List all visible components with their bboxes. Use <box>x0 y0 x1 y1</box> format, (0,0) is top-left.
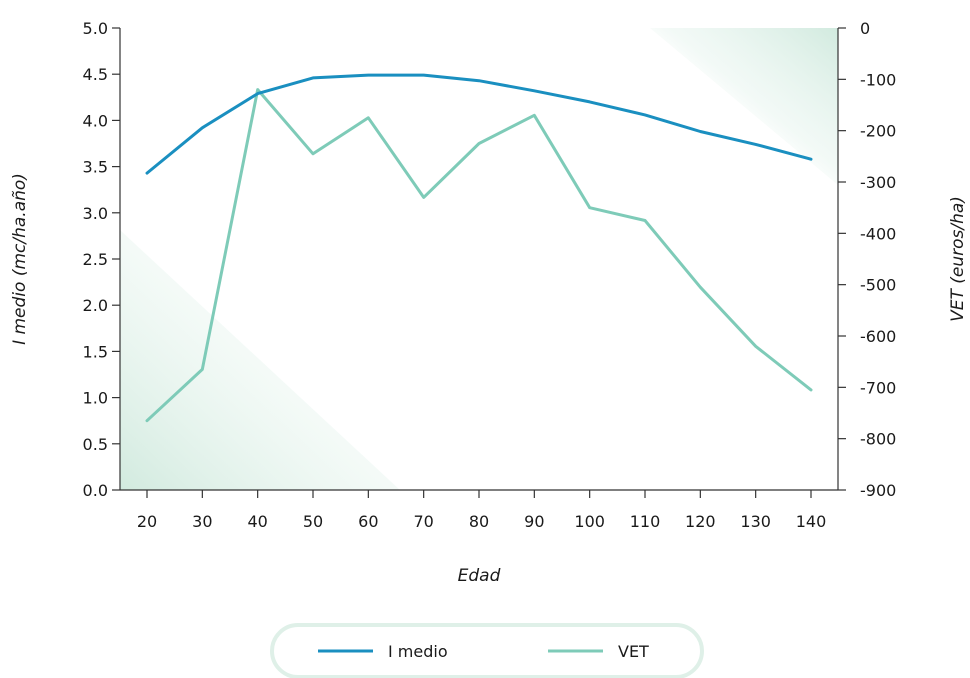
legend-label-vet: VET <box>618 642 649 661</box>
x-tick-label: 90 <box>524 512 544 531</box>
series-line-i-medio <box>145 73 813 175</box>
y-tick-label-left: 4.0 <box>83 111 108 130</box>
y-tick-label-right: -100 <box>860 70 896 89</box>
y-tick-label-left: 5.0 <box>83 19 108 38</box>
series-line-vet <box>145 88 813 423</box>
x-axis-title: Edad <box>458 566 501 586</box>
x-tick-label: 130 <box>740 512 771 531</box>
y-tick-label-left: 1.0 <box>83 389 108 408</box>
x-ticks: 20 30 40 50 60 70 80 90 100 110 120 130 140 <box>137 490 826 531</box>
x-tick-label: 100 <box>574 512 605 531</box>
y-tick-label-right: -400 <box>860 224 896 243</box>
y-tick-label-right: -500 <box>860 276 896 295</box>
x-tick-label: 140 <box>796 512 827 531</box>
y-tick-label-left: 2.5 <box>83 250 108 269</box>
y-tick-label-left: 1.5 <box>83 342 108 361</box>
y-tick-label-left: 0.0 <box>83 481 108 500</box>
x-tick-label: 60 <box>358 512 378 531</box>
legend: I medio VET <box>270 623 704 678</box>
y-tick-label-left: 2.0 <box>83 296 108 315</box>
legend-frame <box>270 623 704 678</box>
x-tick-label: 80 <box>469 512 489 531</box>
x-tick-label: 70 <box>413 512 433 531</box>
y-ticks-left: 0.0 0.5 1.0 1.5 2.0 2.5 3.0 3.5 4.0 4.5 5.0 <box>83 19 120 500</box>
y-tick-label-left: 0.5 <box>83 435 108 454</box>
y-tick-label-right: -300 <box>860 173 896 192</box>
x-tick-label: 30 <box>192 512 212 531</box>
y-tick-label-right: -200 <box>860 122 896 141</box>
y-ticks-right: -900 -800 -700 -600 -500 -400 -300 -200 -100 0 <box>838 19 896 500</box>
background-shading-bottom-left <box>120 230 400 490</box>
y-tick-label-right: -800 <box>860 430 896 449</box>
y-tick-label-left: 4.5 <box>83 65 108 84</box>
legend-label-i-medio: I medio <box>388 642 448 661</box>
y-tick-label-right: -600 <box>860 327 896 346</box>
series-layer <box>145 73 813 423</box>
x-tick-label: 120 <box>685 512 716 531</box>
y-tick-label-right: -700 <box>860 378 896 397</box>
x-tick-label: 40 <box>247 512 267 531</box>
y-tick-label-left: 3.5 <box>83 158 108 177</box>
x-tick-label: 50 <box>303 512 323 531</box>
y-tick-label-left: 3.0 <box>83 204 108 223</box>
y-tick-label-right: -900 <box>860 481 896 500</box>
x-tick-label: 110 <box>630 512 661 531</box>
x-tick-label: 20 <box>137 512 157 531</box>
y-axis-title-left: I medio (mc/ha.año) <box>10 173 30 345</box>
background-shading-top-right <box>650 28 838 185</box>
y-axis-title-right: VET (euros/ha) <box>948 196 968 322</box>
y-tick-label-right: 0 <box>860 19 870 38</box>
